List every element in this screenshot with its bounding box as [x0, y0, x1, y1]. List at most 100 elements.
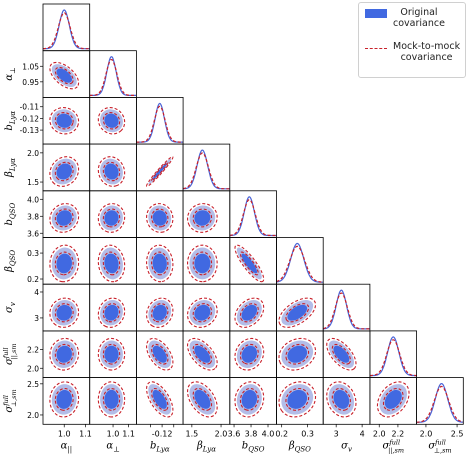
- y-tick-label: 3.6: [27, 229, 39, 238]
- panel-σfull⊥,sm-vs-βQSO: 0.2 0.3: [275, 377, 324, 438]
- y-axis-label-βQSO: βQSO: [4, 250, 17, 273]
- contour-original-1sigma: [152, 345, 167, 363]
- contour-mock-2sigma: [234, 244, 265, 283]
- contour-original-1sigma: [56, 253, 72, 274]
- contour-original-1sigma: [56, 345, 72, 363]
- marginal-mock-bLyα: [136, 105, 184, 143]
- marginal-mock-α⊥: [89, 58, 137, 96]
- marginal-original-βQSO: [276, 242, 324, 283]
- panel-σfull⊥,sm-vs-σfull⊥,sm: 2.0 2.5: [416, 377, 464, 438]
- contour-mock-2sigma: [146, 203, 174, 233]
- panel-βQSO-vs-α||: 0.2 0.3: [27, 237, 91, 285]
- contour-mock-1sigma: [285, 387, 310, 411]
- legend-swatch-original: [365, 9, 387, 18]
- panel-βQSO-vs-βQSO: [276, 237, 324, 285]
- y-axis-label-α⊥: α⊥: [4, 67, 17, 80]
- panel-bQSO-vs-α||: 3.6 3.8 4.0: [27, 190, 91, 238]
- y-tick-label: 2.0: [27, 364, 39, 373]
- contour-mock-1sigma: [192, 208, 213, 228]
- panel-bQSO-vs-βLyα: [182, 190, 231, 238]
- y-tick-label: 2.0: [27, 149, 39, 158]
- x-axis-label-α⊥: α⊥: [106, 440, 119, 453]
- panel-bQSO-vs-α⊥: [89, 190, 137, 238]
- marginal-original-α⊥: [89, 56, 137, 96]
- contour-original-1sigma: [152, 163, 167, 180]
- y-tick-label: 1.05: [22, 62, 39, 71]
- marginal-original-σv: [323, 289, 370, 330]
- contour-mock-1sigma: [54, 66, 74, 85]
- contour-mock-2sigma: [97, 203, 126, 233]
- panel-σv-vs-βLyα: [182, 283, 231, 332]
- contour-mock-1sigma: [151, 208, 169, 228]
- y-tick-label: -0.12: [20, 114, 40, 123]
- panel-σfull⊥,sm-vs-bQSO: 3.6 3.8 4.0: [228, 377, 277, 438]
- contour-original-1sigma: [241, 304, 258, 321]
- y-tick-label: 4.0: [27, 195, 39, 204]
- panel-frame: [135, 97, 184, 145]
- marginal-mock-σfull||,sm: [369, 339, 417, 377]
- x-tick-label: 1.5: [185, 429, 198, 438]
- panel-σfull||,sm-vs-bLyα: [135, 330, 184, 378]
- contour-mock-2sigma: [326, 337, 357, 371]
- contour-mock-2sigma: [234, 337, 265, 371]
- x-tick-label: 2.0: [373, 429, 386, 438]
- contour-original-1sigma: [194, 210, 211, 226]
- panel-σv-vs-βQSO: [276, 283, 324, 332]
- contour-original-1sigma: [56, 304, 72, 321]
- contour-mock-2sigma: [146, 297, 174, 328]
- panel-σfull||,sm-vs-βLyα: [182, 330, 231, 378]
- panel-frame: [229, 190, 277, 238]
- panel-σv-vs-α||: 34: [34, 283, 91, 332]
- panel-σfull||,sm-vs-σv: [322, 330, 371, 378]
- y-tick-label: 0.3: [27, 249, 39, 258]
- contour-mock-2sigma: [49, 61, 80, 90]
- contour-mock-1sigma: [102, 161, 121, 182]
- contour-original-1sigma: [104, 389, 119, 409]
- contour-original-1sigma: [384, 389, 402, 409]
- contour-mock-1sigma: [102, 208, 121, 228]
- panel-σv-vs-bQSO: [229, 283, 277, 332]
- marginal-original-σfull||,sm: [369, 336, 417, 377]
- x-tick-label: 3.8: [245, 429, 258, 438]
- y-tick-label: 2.2: [27, 346, 39, 355]
- x-axis-label-βQSO: βQSO: [288, 440, 311, 453]
- panel-σv-vs-α⊥: [89, 283, 137, 332]
- contour-original-1sigma: [104, 304, 119, 321]
- x-tick-label: 2.0: [215, 429, 228, 438]
- contour-original-1sigma: [241, 253, 258, 274]
- contour-mock-1sigma: [151, 251, 169, 276]
- contour-original-1sigma: [194, 253, 211, 274]
- panel-frame: [182, 143, 231, 192]
- contour-original-1sigma: [104, 210, 119, 226]
- contour-mock-1sigma: [151, 343, 169, 365]
- contour-mock-2sigma: [376, 381, 410, 418]
- contour-original-1sigma: [152, 253, 167, 274]
- panel-σv-vs-bLyα: [135, 283, 184, 332]
- contour-original-1sigma: [152, 389, 167, 409]
- panel-σv-vs-σv: [322, 283, 371, 332]
- y-tick-label: -0.13: [20, 126, 40, 135]
- panel-βLyα-vs-bLyα: [135, 143, 184, 192]
- legend: Original covariance Mock-to-mock covaria…: [358, 2, 466, 78]
- contour-original-1sigma: [56, 68, 72, 83]
- contour-mock-1sigma: [151, 161, 169, 182]
- panel-βQSO-vs-bLyα: [135, 237, 184, 285]
- panel-α||-vs-α||: [42, 3, 91, 52]
- y-tick-label: 2.5: [27, 380, 39, 389]
- y-axis-label-σfull||,sm: σfull||,sm: [2, 343, 18, 365]
- contour-mock-2sigma: [187, 297, 218, 328]
- contour-original-1sigma: [104, 113, 119, 128]
- y-tick-label: 3.8: [27, 212, 39, 221]
- contour-mock-1sigma: [54, 387, 74, 411]
- contour-mock-2sigma: [278, 297, 317, 328]
- contour-mock-2sigma: [234, 381, 265, 418]
- legend-label-original: Original covariance: [393, 7, 445, 29]
- legend-label-mock: Mock-to-mock covariance: [393, 41, 461, 63]
- x-axis-label-bLyα: bLyα: [150, 440, 170, 453]
- x-tick-label: 1.0: [107, 429, 120, 438]
- contour-mock-2sigma: [97, 107, 126, 135]
- x-tick-label: 2.0: [420, 429, 433, 438]
- x-tick-label: -0.12: [152, 429, 173, 438]
- contour-mock-1sigma: [102, 343, 121, 365]
